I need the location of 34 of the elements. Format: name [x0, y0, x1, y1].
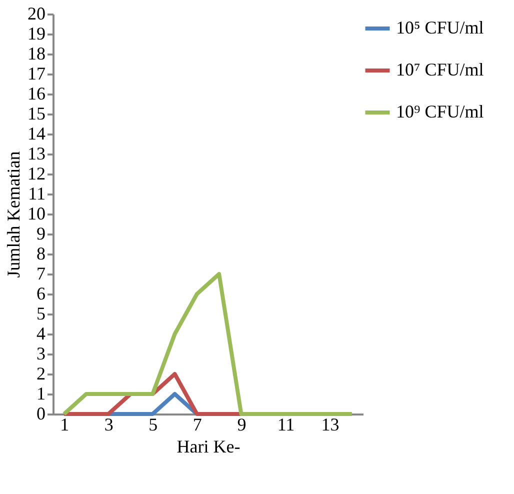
y-tick-label: 6 [36, 284, 46, 304]
y-tick-label: 17 [28, 64, 46, 84]
y-tick-label: 9 [36, 224, 46, 244]
y-tick-label: 5 [36, 304, 46, 324]
x-tick-label: 5 [148, 414, 158, 434]
legend-label: 10⁵ CFU/ml [396, 18, 484, 38]
y-tick-label: 16 [28, 84, 46, 104]
x-tick-label: 9 [237, 414, 246, 434]
y-tick-label: 4 [36, 324, 46, 344]
y-tick-label: 8 [36, 244, 46, 264]
y-tick-label: 1 [36, 384, 46, 404]
line-series [62, 272, 354, 416]
x-tick-label: 13 [321, 414, 340, 434]
x-tick-label: 7 [192, 414, 202, 434]
legend-label: 10⁷ CFU/ml [396, 60, 484, 80]
y-tick-label: 14 [28, 124, 46, 144]
y-tick-label: 11 [28, 184, 46, 204]
y-tick-label: 7 [36, 264, 46, 284]
y-tick-label: 20 [28, 4, 46, 24]
x-tick-label: 11 [277, 414, 295, 434]
legend-label: 10⁹ CFU/ml [396, 102, 484, 122]
y-tick-label: 3 [36, 344, 46, 364]
y-tick-label: 19 [28, 24, 46, 44]
x-tick-label: 1 [60, 414, 70, 434]
y-axis-title: Jumlah Kematian [4, 151, 24, 278]
y-tick-label: 2 [36, 364, 46, 384]
y-tick-label: 18 [28, 44, 46, 64]
x-axis-title: Hari Ke- [176, 436, 240, 456]
y-tick-label: 15 [28, 104, 46, 124]
x-tick-label: 3 [104, 414, 114, 434]
y-tick-label: 0 [36, 404, 46, 424]
y-tick-label: 12 [28, 164, 46, 184]
y-tick-label: 10 [28, 204, 46, 224]
y-tick-label: 13 [28, 144, 46, 164]
